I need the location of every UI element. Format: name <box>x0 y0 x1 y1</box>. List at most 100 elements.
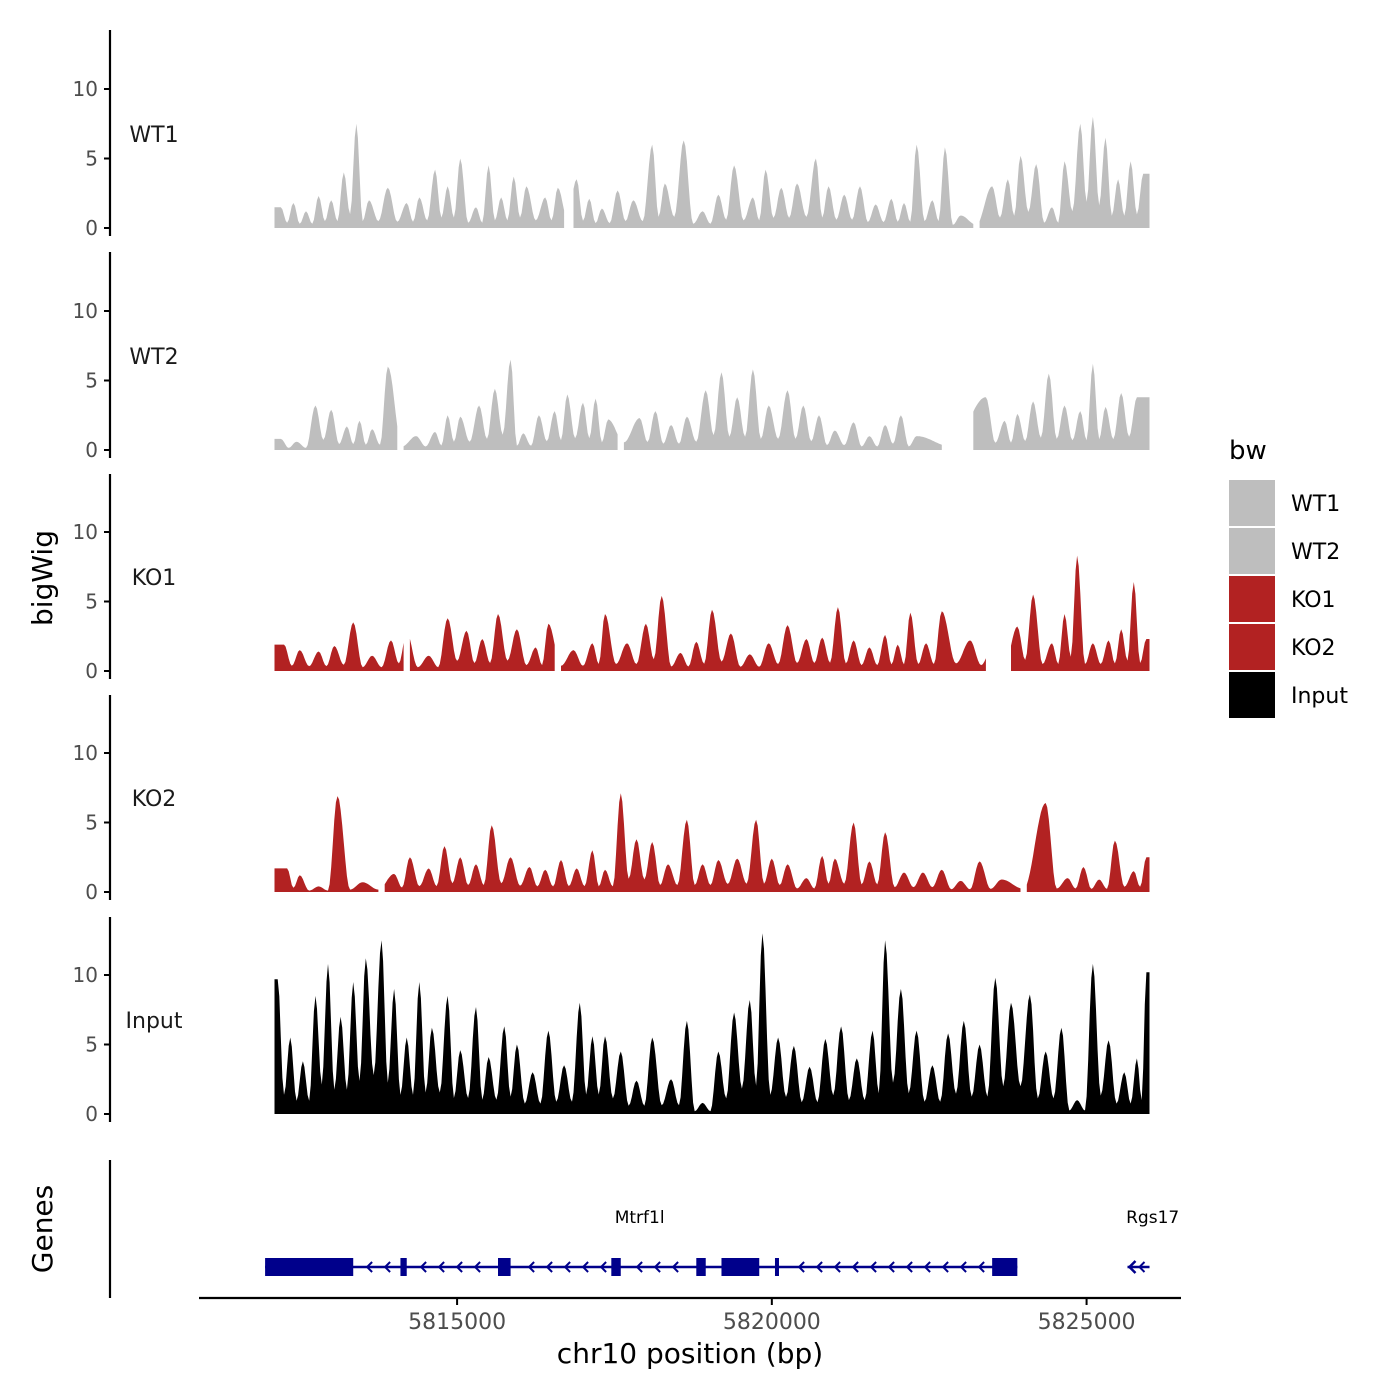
y-tick-label: 10 <box>73 77 98 101</box>
x-axis-title: chr10 position (bp) <box>557 1337 823 1370</box>
strand-arrow <box>851 1261 859 1273</box>
strand-arrow <box>905 1261 913 1273</box>
y-tick-label: 10 <box>73 963 98 987</box>
coverage-area-ko2-2 <box>1026 803 1150 892</box>
exon <box>498 1258 511 1276</box>
y-tick-label: 5 <box>85 811 98 835</box>
coverage-area-wt1-0 <box>274 123 565 228</box>
x-tick-label: 5820000 <box>723 1310 821 1335</box>
strand-arrow <box>653 1261 661 1273</box>
y-tick-label: 0 <box>85 216 98 240</box>
strand-arrow <box>365 1261 373 1273</box>
legend-key-wt2 <box>1229 528 1275 574</box>
strand-arrow <box>437 1261 445 1273</box>
strand-arrow <box>581 1261 589 1273</box>
y-tick-label: 0 <box>85 438 98 462</box>
track-wt1: 0 5 10 WT1 <box>73 30 1150 240</box>
track-label-ko2: KO2 <box>132 787 177 812</box>
exon <box>400 1258 407 1276</box>
legend-key-ko1 <box>1229 576 1275 622</box>
exon <box>265 1258 354 1276</box>
legend-label-ko1: KO1 <box>1291 588 1336 613</box>
coverage-area-wt1-2 <box>979 116 1150 228</box>
strand-arrow <box>545 1261 553 1273</box>
coverage-area-wt2-3 <box>973 363 1150 450</box>
legend-title: bw <box>1229 436 1267 466</box>
legend-key-input <box>1229 672 1275 718</box>
strand-arrow <box>1127 1260 1137 1274</box>
exon <box>774 1258 779 1276</box>
strand-arrow <box>527 1261 535 1273</box>
y-tick-label: 5 <box>85 147 98 171</box>
coverage-area-ko1-3 <box>1011 555 1150 671</box>
gene-rgs17: Rgs17 <box>1126 1208 1179 1274</box>
strand-arrow <box>923 1261 931 1273</box>
gene-label-rgs17: Rgs17 <box>1126 1208 1179 1228</box>
y-tick-label: 5 <box>85 1033 98 1057</box>
strand-arrow <box>887 1261 895 1273</box>
track-label-input: Input <box>126 1009 183 1034</box>
y-tick-label: 10 <box>73 741 98 765</box>
legend-label-wt2: WT2 <box>1291 540 1340 565</box>
y-tick-label: 5 <box>85 590 98 614</box>
track-ko2: 0 5 10 KO2 <box>73 695 1150 904</box>
y-tick-label: 0 <box>85 880 98 904</box>
y-tick-label: 0 <box>85 1102 98 1126</box>
strand-arrow <box>797 1261 805 1273</box>
legend-label-input: Input <box>1291 684 1348 709</box>
strand-arrow <box>959 1261 967 1273</box>
track-label-ko1: KO1 <box>132 566 177 591</box>
track-label-wt1: WT1 <box>129 123 178 148</box>
strand-arrow <box>815 1261 823 1273</box>
coverage-area-ko1-1 <box>409 614 555 671</box>
y-tick-label: 10 <box>73 520 98 544</box>
strand-arrow <box>869 1261 877 1273</box>
exon <box>721 1258 760 1276</box>
coverage-area-wt2-0 <box>274 366 398 450</box>
y-tick-label: 5 <box>85 369 98 393</box>
exon <box>992 1258 1018 1276</box>
exon <box>696 1258 706 1276</box>
exon <box>611 1258 621 1276</box>
legend: bw WT1 WT2 KO1 KO2 Input <box>1229 436 1348 718</box>
coverage-area-wt1-1 <box>573 140 974 228</box>
strand-arrow <box>1138 1261 1146 1273</box>
coverage-area-ko1-0 <box>274 622 404 671</box>
coverage-area-ko1-2 <box>561 595 986 671</box>
track-wt2: 0 5 10 WT2 <box>73 252 1150 462</box>
coverage-area-wt2-1 <box>403 359 618 450</box>
x-tick-label: 5815000 <box>408 1310 506 1335</box>
y-tick-label: 10 <box>73 299 98 323</box>
track-input: 0 5 10 Input <box>73 917 1150 1126</box>
y-axis-title: bigWig <box>26 530 59 626</box>
legend-label-wt1: WT1 <box>1291 492 1340 517</box>
strand-arrow <box>473 1261 481 1273</box>
track-label-wt2: WT2 <box>129 345 178 370</box>
x-tick-label: 5825000 <box>1038 1310 1136 1335</box>
strand-arrow <box>635 1261 643 1273</box>
strand-arrow <box>383 1261 391 1273</box>
strand-arrow <box>941 1261 949 1273</box>
genes-axis-title: Genes <box>26 1185 59 1273</box>
track-panels: 0 5 10 WT1 0 5 10 WT2 0 5 10 KO1 0 5 10 KO2 0 5 10 Input <box>73 30 1150 1126</box>
strand-arrow <box>671 1261 679 1273</box>
coverage-area-ko2-1 <box>384 793 1021 892</box>
legend-key-wt1 <box>1229 480 1275 526</box>
strand-arrow <box>977 1261 985 1273</box>
strand-arrow <box>419 1261 427 1273</box>
gene-mtrf1l: Mtrf1l <box>265 1208 1018 1276</box>
legend-key-ko2 <box>1229 624 1275 670</box>
strand-arrow <box>833 1261 841 1273</box>
track-ko1: 0 5 10 KO1 <box>73 474 1150 683</box>
y-tick-label: 0 <box>85 659 98 683</box>
legend-label-ko2: KO2 <box>1291 636 1336 661</box>
genes-panel: Mtrf1l Rgs17 <box>108 1160 1179 1298</box>
x-axis: 5815000 5820000 5825000 <box>199 1296 1181 1335</box>
strand-arrow <box>599 1261 607 1273</box>
coverage-area-ko2-0 <box>274 796 379 892</box>
strand-arrow <box>455 1261 463 1273</box>
coverage-area-input-0 <box>274 933 1150 1114</box>
strand-arrow <box>563 1261 571 1273</box>
coverage-area-wt2-2 <box>623 369 942 450</box>
